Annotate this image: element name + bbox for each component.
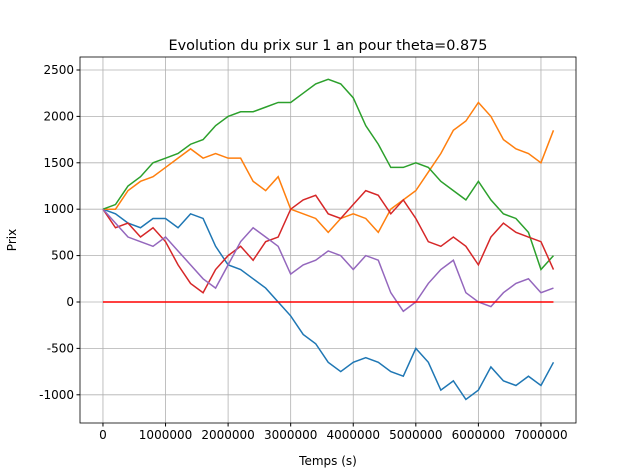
x-tick-label: 4000000 bbox=[327, 428, 380, 442]
series-line bbox=[102, 189, 555, 294]
plot-frame bbox=[79, 56, 577, 424]
y-tick-label: 1000 bbox=[43, 202, 74, 216]
y-tick-label: 1500 bbox=[43, 156, 74, 170]
series-line bbox=[102, 208, 555, 401]
y-tick-label: -500 bbox=[47, 341, 74, 355]
x-tick-label: 5000000 bbox=[389, 428, 442, 442]
x-tick-label: 2000000 bbox=[201, 428, 254, 442]
x-tick-label: 1000000 bbox=[139, 428, 192, 442]
series-line bbox=[102, 101, 555, 234]
x-axis-label: Temps (s) bbox=[298, 454, 357, 468]
x-tick-label: 0 bbox=[99, 428, 107, 442]
chart-title: Evolution du prix sur 1 an pour theta=0.… bbox=[169, 38, 488, 54]
y-tick-label: 500 bbox=[51, 249, 74, 263]
y-tick-label: -1000 bbox=[39, 388, 74, 402]
y-axis-label: Prix bbox=[5, 229, 19, 251]
y-tick-label: 2000 bbox=[43, 109, 74, 123]
y-tick-label: 0 bbox=[66, 295, 74, 309]
series-line bbox=[102, 78, 555, 271]
x-tick-label: 7000000 bbox=[514, 428, 567, 442]
y-tick-label: 2500 bbox=[43, 63, 74, 77]
x-tick-label: 6000000 bbox=[452, 428, 505, 442]
x-tick-label: 3000000 bbox=[264, 428, 317, 442]
